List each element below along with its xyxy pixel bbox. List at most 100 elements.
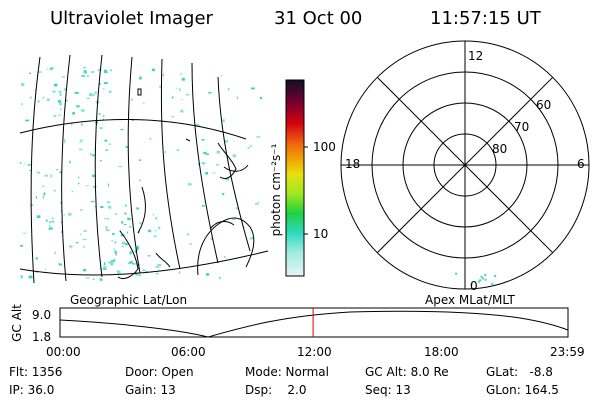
emission-speckle: [79, 141, 81, 143]
status-glon: GLon: 164.5: [486, 383, 559, 397]
emission-speckle: [232, 154, 236, 158]
emission-speckle: [35, 271, 38, 273]
emission-speckle: [189, 243, 193, 245]
emission-speckle: [482, 277, 484, 280]
emission-speckle: [83, 268, 87, 272]
emission-speckle: [85, 277, 90, 279]
emission-speckle: [103, 118, 104, 121]
emission-speckle: [154, 230, 157, 232]
colorbar-tick-100: 100: [313, 140, 336, 154]
emission-speckle: [46, 68, 48, 70]
emission-speckle: [60, 108, 62, 111]
emission-speckle: [139, 222, 142, 225]
emission-speckle: [187, 233, 190, 236]
polar-mlat-mlt-plot: [340, 40, 590, 290]
mlt-label-18: 18: [345, 157, 361, 171]
emission-speckle: [225, 178, 230, 181]
emission-speckle: [103, 69, 108, 73]
emission-speckle: [121, 241, 125, 245]
emission-speckle: [36, 171, 40, 174]
emission-speckle: [58, 264, 63, 266]
emission-speckle: [77, 176, 80, 179]
emission-speckle: [74, 91, 79, 94]
emission-speckle: [22, 232, 27, 234]
emission-speckle: [58, 262, 62, 265]
emission-speckle: [112, 259, 116, 261]
emission-speckle: [80, 208, 83, 211]
altitude-curve: [59, 310, 569, 338]
emission-speckle: [251, 87, 255, 90]
emission-speckle: [42, 185, 45, 187]
emission-speckle: [51, 227, 53, 230]
coastlines: [117, 88, 255, 280]
left-map-title: Geographic Lat/Lon: [70, 293, 188, 307]
mlt-label-12: 12: [468, 49, 484, 63]
emission-speckle: [491, 282, 494, 285]
emission-speckle: [108, 262, 111, 264]
emission-speckle: [201, 205, 205, 207]
timeline-xtick-1800: 18:00: [424, 345, 459, 359]
emission-speckle: [116, 270, 121, 274]
emission-speckle: [121, 221, 124, 224]
emission-speckle: [118, 166, 123, 168]
emission-speckle: [102, 88, 105, 90]
emission-speckle: [171, 96, 174, 99]
emission-speckle: [79, 234, 82, 236]
emission-speckle: [480, 275, 483, 278]
polar-emission-speckles: [455, 272, 497, 286]
emission-speckle: [92, 154, 95, 157]
emission-speckle: [49, 221, 52, 224]
emission-speckle: [56, 169, 59, 171]
instrument-title: Ultraviolet Imager: [50, 8, 213, 29]
emission-speckle: [220, 75, 222, 77]
emission-speckle: [125, 243, 129, 246]
emission-speckle: [114, 240, 117, 244]
emission-speckle: [227, 88, 230, 91]
emission-speckle: [151, 68, 155, 72]
emission-speckle: [222, 193, 225, 196]
emission-speckle: [29, 170, 31, 172]
emission-speckle: [68, 212, 72, 216]
emission-speckle: [81, 109, 85, 112]
emission-speckle: [57, 100, 61, 103]
emission-speckle: [71, 191, 73, 193]
emission-speckle: [110, 263, 113, 266]
emission-speckle: [139, 159, 142, 161]
emission-speckle: [164, 151, 167, 153]
emission-speckle: [195, 124, 200, 127]
emission-speckle: [135, 272, 138, 276]
emission-speckle: [63, 88, 66, 91]
emission-speckle: [20, 275, 23, 279]
emission-speckle: [80, 139, 83, 142]
emission-speckle: [470, 283, 473, 286]
emission-speckle: [147, 254, 151, 257]
emission-speckle: [27, 163, 31, 166]
emission-speckle: [99, 278, 103, 281]
emission-speckle: [111, 239, 113, 242]
emission-speckle: [42, 196, 45, 199]
emission-speckle: [76, 242, 79, 244]
emission-speckle: [98, 113, 101, 115]
emission-speckle: [201, 162, 206, 165]
emission-speckle: [48, 227, 52, 230]
emission-speckle: [20, 245, 24, 247]
emission-speckle: [123, 224, 127, 225]
emission-speckle: [94, 91, 97, 94]
emission-speckle: [108, 143, 112, 146]
timeline-xtick-0000: 00:00: [46, 345, 81, 359]
emission-speckle: [61, 230, 64, 234]
emission-speckle: [81, 123, 83, 126]
emission-speckle: [249, 145, 252, 147]
emission-speckle: [216, 163, 220, 166]
emission-speckle: [83, 70, 87, 73]
mlt-label-6: 6: [577, 157, 585, 171]
emission-speckle: [92, 174, 96, 177]
emission-speckle: [180, 73, 182, 75]
mlt-label-0: 0: [470, 279, 478, 293]
emission-speckle: [87, 97, 90, 99]
emission-speckle: [72, 111, 75, 115]
mlat-label-80: 80: [492, 142, 508, 156]
timeline-xtick-1200: 12:00: [297, 345, 332, 359]
emission-speckle: [81, 75, 86, 77]
emission-speckle: [71, 123, 73, 126]
